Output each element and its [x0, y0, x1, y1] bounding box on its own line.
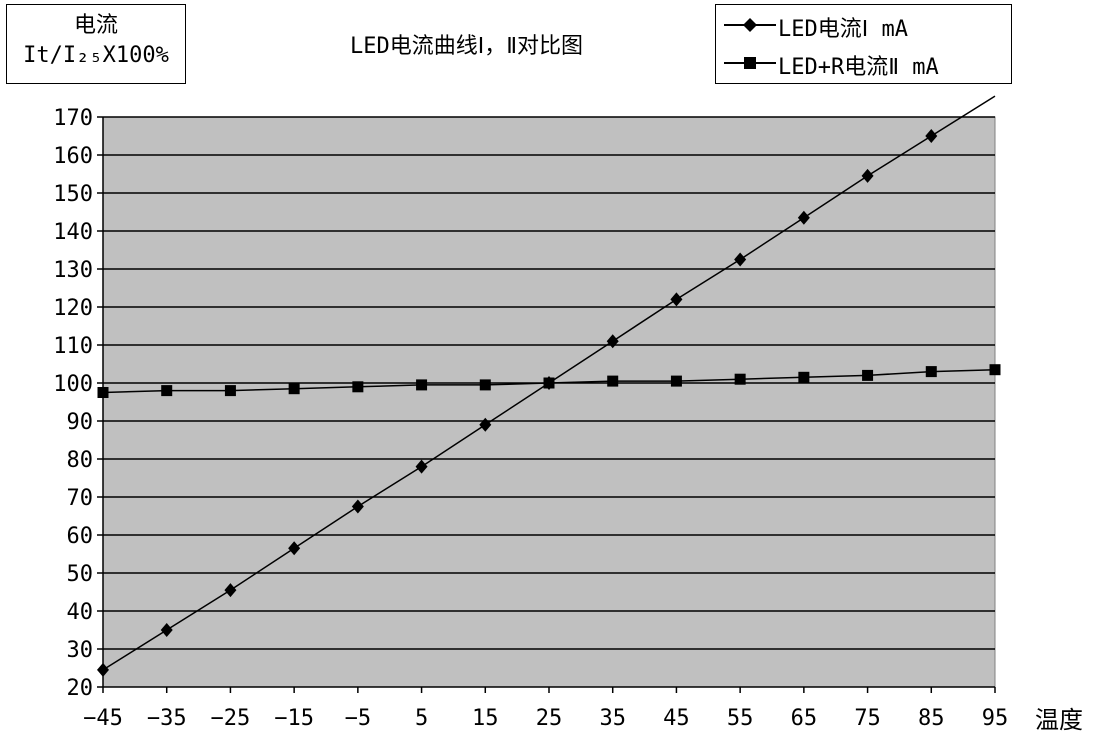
data-point-diamond — [479, 417, 492, 432]
data-point-square — [607, 375, 619, 387]
data-point-square — [925, 366, 937, 378]
plot-area — [102, 116, 996, 688]
data-point-diamond — [351, 499, 364, 514]
y-tick-label: 80 — [67, 448, 94, 473]
y-tick-label: 130 — [53, 258, 93, 283]
y-tick-label: 60 — [67, 524, 94, 549]
y-tick-label: 20 — [67, 676, 94, 701]
x-tick-label: 85 — [918, 706, 945, 731]
x-tick-label: 35 — [599, 706, 626, 731]
data-point-diamond — [797, 210, 810, 225]
x-tick-label: 5 — [415, 706, 428, 731]
x-tick-label: 75 — [854, 706, 881, 731]
data-point-square — [862, 369, 874, 381]
legend-item-series-1: LED电流Ⅰ mA — [716, 7, 1011, 43]
data-point-square — [416, 379, 428, 391]
y-axis-label-line2: It/I₂₅X100% — [23, 43, 169, 68]
y-tick-label: 50 — [67, 562, 94, 587]
legend-item-series-2: LED+R电流Ⅱ mA — [716, 45, 1011, 81]
y-tick-label: 170 — [53, 106, 93, 131]
legend-label-series-2: LED+R电流Ⅱ mA — [778, 55, 939, 80]
x-tick-label: 65 — [791, 706, 818, 731]
y-tick-label: 40 — [67, 600, 94, 625]
data-point-square — [989, 364, 1001, 376]
x-tick-label: −15 — [274, 706, 314, 731]
data-point-diamond — [288, 541, 301, 556]
x-axis-label: 温度 — [1035, 706, 1083, 734]
x-tick-label: −5 — [345, 706, 372, 731]
x-tick-label: 45 — [663, 706, 690, 731]
data-point-square — [161, 385, 173, 397]
x-tick-label: 95 — [982, 706, 1009, 731]
data-point-square — [288, 383, 300, 395]
data-point-diamond — [861, 168, 874, 183]
data-point-square — [97, 387, 109, 398]
data-point-square — [734, 373, 746, 385]
data-point-diamond — [224, 583, 237, 598]
data-point-square — [543, 377, 555, 389]
data-point-diamond — [97, 662, 109, 677]
x-tick-label: 15 — [472, 706, 499, 731]
square-marker-icon — [724, 57, 776, 69]
data-point-diamond — [160, 623, 173, 637]
chart-title: LED电流曲线Ⅰ，Ⅱ对比图 — [350, 34, 584, 59]
y-tick-label: 100 — [53, 372, 93, 397]
legend: LED电流Ⅰ mA LED+R电流Ⅱ mA — [715, 4, 1012, 84]
y-tick-label: 140 — [53, 220, 93, 245]
diamond-marker-icon — [724, 18, 776, 32]
data-point-diamond — [670, 292, 683, 307]
y-tick-label: 70 — [67, 486, 94, 511]
data-point-square — [670, 375, 682, 387]
data-point-square — [352, 381, 364, 393]
y-tick-label: 160 — [53, 144, 93, 169]
y-tick-label: 120 — [53, 296, 93, 321]
x-tick-label: −25 — [211, 706, 251, 731]
data-point-square — [479, 379, 491, 391]
y-axis-label: 电流 It/I₂₅X100% — [6, 4, 186, 84]
y-tick-label: 90 — [67, 410, 94, 435]
x-tick-label: −45 — [83, 706, 123, 731]
x-tick-label: 55 — [727, 706, 754, 731]
y-tick-label: 150 — [53, 182, 93, 207]
y-axis-label-line1: 电流 — [73, 13, 118, 38]
data-point-diamond — [925, 129, 938, 143]
data-point-diamond — [415, 459, 428, 474]
data-point-diamond — [734, 252, 747, 267]
x-tick-label: 25 — [536, 706, 563, 731]
data-point-square — [798, 371, 810, 383]
data-point-diamond — [606, 334, 619, 349]
data-point-square — [224, 385, 236, 397]
y-tick-label: 110 — [53, 334, 93, 359]
y-tick-label: 30 — [67, 638, 94, 663]
x-tick-label: −35 — [147, 706, 187, 731]
legend-label-series-1: LED电流Ⅰ mA — [778, 17, 908, 42]
